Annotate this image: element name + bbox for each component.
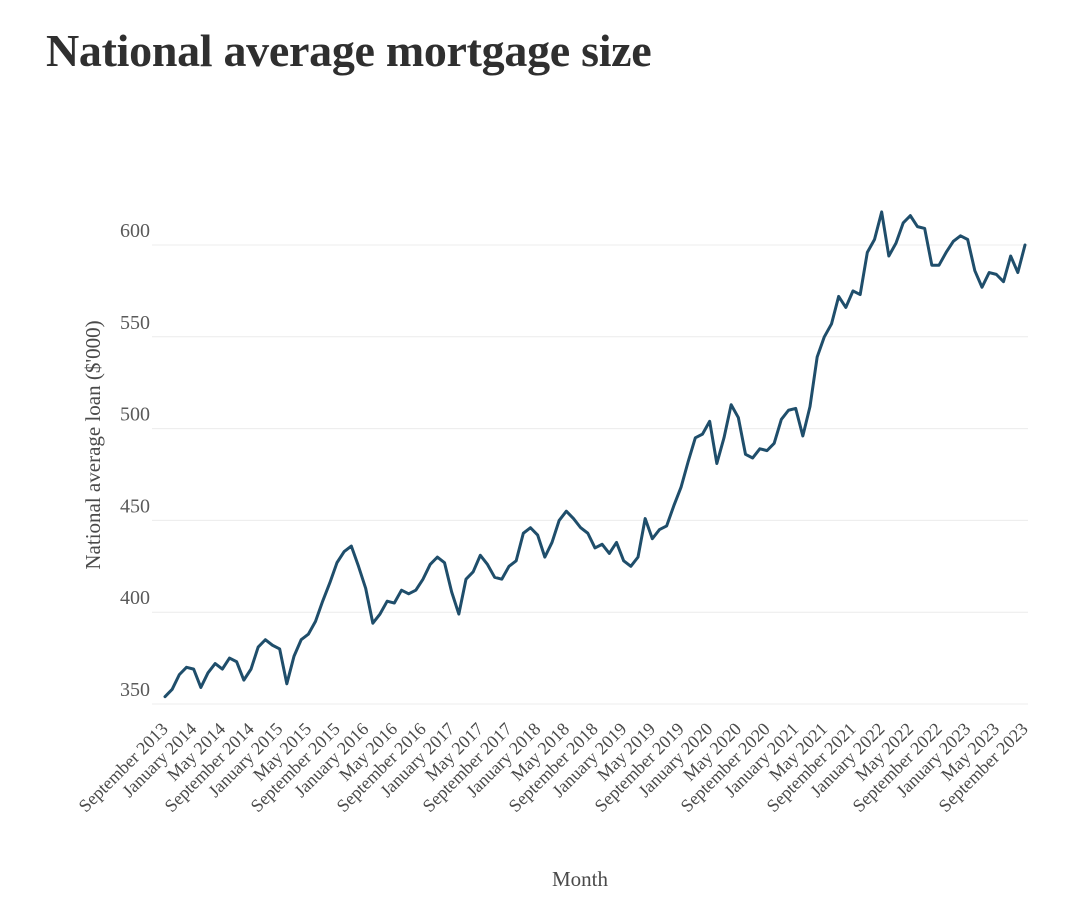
y-tick-label: 550 [120,312,150,334]
chart-title: National average mortgage size [46,25,652,76]
y-tick-label: 600 [120,220,150,242]
grid-lines [152,244,1028,705]
x-axis-label: Month [552,867,609,891]
y-tick-label: 500 [120,404,150,426]
y-axis-label: National average loan ($'000) [81,320,105,569]
y-axis-ticks: 350 400 450 500 550 600 [120,220,150,701]
y-tick-label: 400 [120,587,150,609]
y-tick-label: 350 [120,679,150,701]
y-tick-label: 450 [120,495,150,517]
series-line [163,210,1027,699]
